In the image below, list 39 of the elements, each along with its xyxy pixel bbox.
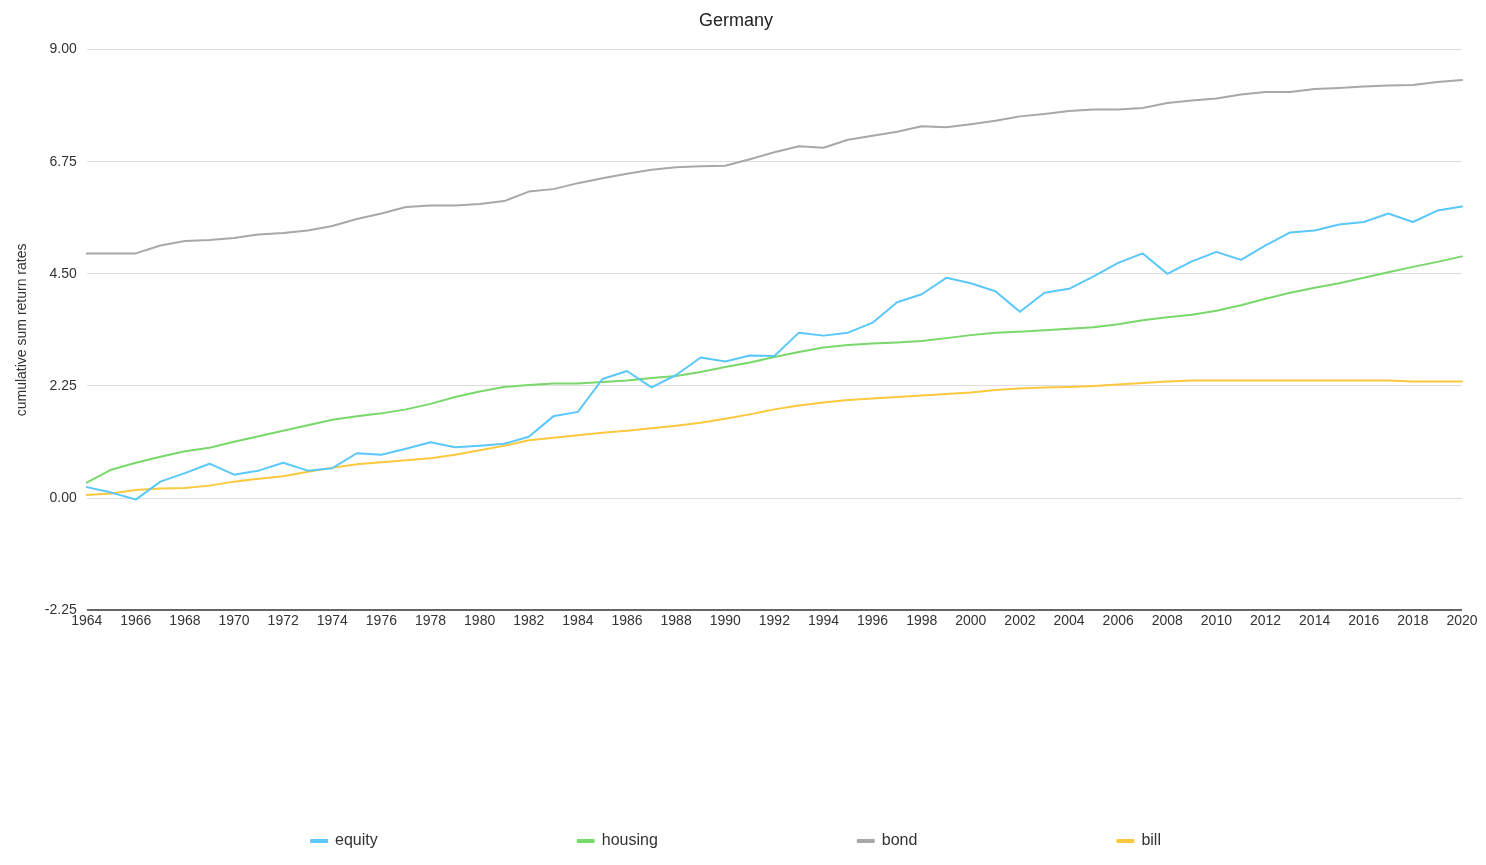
y-tick-label: 9.00 (49, 40, 77, 57)
chart-title: Germany (698, 9, 774, 30)
x-tick-label: 2008 (1151, 612, 1184, 629)
x-tick-label: 1976 (365, 612, 398, 629)
x-tick-label: 1978 (414, 612, 447, 629)
x-tick-label: 1998 (906, 612, 938, 629)
x-tick-label: 2014 (1299, 612, 1331, 629)
x-tick-label: 2010 (1200, 612, 1233, 629)
x-tick-label: 1990 (709, 612, 742, 629)
x-tick-label: 2004 (1053, 612, 1085, 629)
x-tick-label: 2012 (1249, 612, 1282, 629)
x-tick-label: 1988 (660, 612, 692, 629)
x-tick-label: 2002 (1004, 612, 1036, 629)
y-tick-label: 0.00 (49, 488, 77, 505)
x-tick-label: 2020 (1446, 612, 1478, 629)
legend-label: housing (601, 831, 658, 849)
x-tick-label: 1982 (513, 612, 545, 629)
y-tick-label: 6.75 (49, 152, 77, 169)
y-axis-title: cumulative sum return rates (13, 243, 30, 417)
x-tick-label: 1986 (611, 612, 643, 629)
x-tick-label: 2000 (955, 612, 987, 629)
x-tick-label: 2006 (1102, 612, 1134, 629)
x-tick-label: 2018 (1397, 612, 1429, 629)
legend-label: bill (1141, 831, 1161, 849)
legend-label: bond (881, 831, 918, 849)
y-tick-label: 4.50 (49, 264, 77, 281)
legend-label: equity (335, 831, 378, 849)
x-tick-label: 1970 (218, 612, 250, 629)
x-tick-label: 1980 (464, 612, 496, 629)
x-tick-label: 1996 (857, 612, 889, 629)
x-tick-label: 1972 (267, 612, 299, 629)
x-tick-label: 1966 (120, 612, 152, 629)
x-tick-label: 1974 (316, 612, 349, 629)
y-tick-label: 2.25 (49, 376, 77, 393)
x-tick-label: 1992 (758, 612, 791, 629)
x-tick-label: 1968 (169, 612, 201, 629)
x-tick-label: 2016 (1348, 612, 1380, 629)
x-tick-label: 1984 (562, 612, 594, 629)
x-tick-label: 1994 (807, 612, 840, 629)
